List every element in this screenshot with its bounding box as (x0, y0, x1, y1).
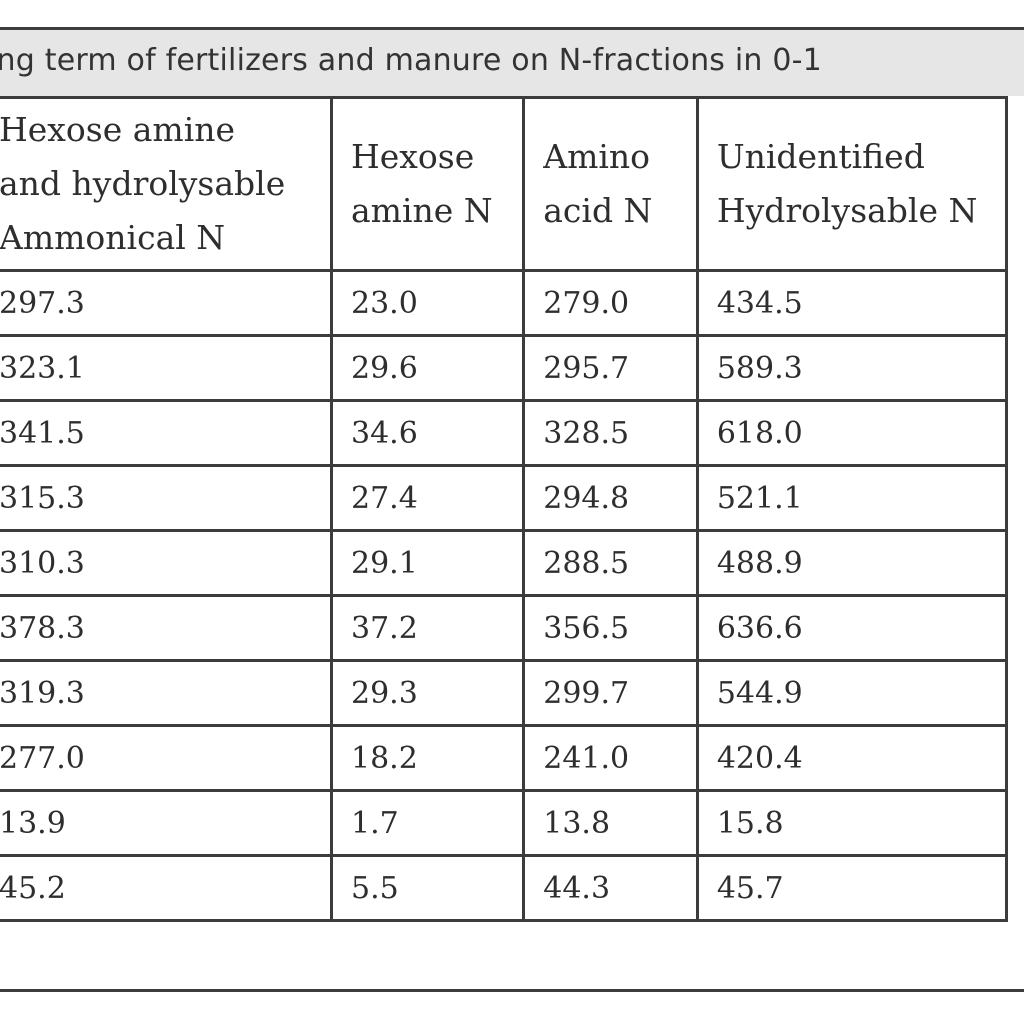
top-rule (0, 27, 1024, 30)
cell-unidentified: 420.4 (695, 724, 1009, 792)
table-caption: ong term of fertilizers and manure on N-… (0, 43, 822, 78)
cell-amino-acid: 279.0 (522, 269, 699, 337)
cell-hexose-ammonical: 45.2 (0, 854, 333, 922)
cell-hexose-amine: 5.5 (329, 854, 526, 922)
cell-hexose-amine: 18.2 (329, 724, 526, 792)
cell-hexose-ammonical: 319.3 (0, 659, 333, 727)
cell-hexose-ammonical: 13.9 (0, 789, 333, 857)
column-header-unidentified-hydrolysable-n: Unidentified Hydrolysable N (695, 96, 1009, 272)
header-text: Hexose amine and hydrolysable Ammonical N (0, 110, 286, 257)
cell-hexose-ammonical: 378.3 (0, 594, 333, 662)
cell-amino-acid: 288.5 (522, 529, 699, 597)
cell-unidentified: 521.1 (695, 464, 1009, 532)
cell-amino-acid: 356.5 (522, 594, 699, 662)
cell-unidentified: 544.9 (695, 659, 1009, 727)
table-viewport: Hexose amine and hydrolysable Ammonical N … (0, 96, 1024, 928)
table-row: 319.3 29.3 299.7 544.9 (0, 659, 1009, 727)
table-row: 315.3 27.4 294.8 521.1 (0, 464, 1009, 532)
cell-unidentified: 636.6 (695, 594, 1009, 662)
cell-hexose-ammonical: 310.3 (0, 529, 333, 597)
cell-hexose-ammonical: 277.0 (0, 724, 333, 792)
cell-unidentified: 15.8 (695, 789, 1009, 857)
header-text: Amino acid N (543, 137, 653, 230)
table-row: 310.3 29.1 288.5 488.9 (0, 529, 1009, 597)
table-row: 13.9 1.7 13.8 15.8 (0, 789, 1009, 857)
cell-hexose-amine: 29.3 (329, 659, 526, 727)
n-fractions-table: Hexose amine and hydrolysable Ammonical N … (0, 96, 1009, 922)
column-header-amino-acid-n: Amino acid N (522, 96, 699, 272)
table-caption-band: ong term of fertilizers and manure on N-… (0, 30, 1024, 96)
cell-unidentified: 45.7 (695, 854, 1009, 922)
cell-amino-acid: 13.8 (522, 789, 699, 857)
cell-amino-acid: 44.3 (522, 854, 699, 922)
cell-hexose-amine: 29.1 (329, 529, 526, 597)
cell-unidentified: 589.3 (695, 334, 1009, 402)
cell-hexose-amine: 23.0 (329, 269, 526, 337)
cell-hexose-amine: 34.6 (329, 399, 526, 467)
cell-amino-acid: 299.7 (522, 659, 699, 727)
column-header-hexose-amine-hydrolysable-ammonical-n: Hexose amine and hydrolysable Ammonical N (0, 96, 333, 272)
cell-unidentified: 488.9 (695, 529, 1009, 597)
table-row: 323.1 29.6 295.7 589.3 (0, 334, 1009, 402)
table-row: 277.0 18.2 241.0 420.4 (0, 724, 1009, 792)
header-text: Unidentified Hydrolysable N (716, 137, 978, 230)
table-row: 341.5 34.6 328.5 618.0 (0, 399, 1009, 467)
cell-hexose-ammonical: 315.3 (0, 464, 333, 532)
cell-unidentified: 434.5 (695, 269, 1009, 337)
bottom-rule (0, 989, 1024, 992)
table-row: 45.2 5.5 44.3 45.7 (0, 854, 1009, 922)
cell-hexose-amine: 29.6 (329, 334, 526, 402)
cell-hexose-ammonical: 297.3 (0, 269, 333, 337)
cell-amino-acid: 295.7 (522, 334, 699, 402)
cell-hexose-amine: 1.7 (329, 789, 526, 857)
column-header-hexose-amine-n: Hexose amine N (329, 96, 526, 272)
cell-hexose-ammonical: 341.5 (0, 399, 333, 467)
cell-hexose-amine: 37.2 (329, 594, 526, 662)
cell-amino-acid: 241.0 (522, 724, 699, 792)
table-row: 297.3 23.0 279.0 434.5 (0, 269, 1009, 337)
cell-hexose-amine: 27.4 (329, 464, 526, 532)
table-row: 378.3 37.2 356.5 636.6 (0, 594, 1009, 662)
header-text: Hexose amine N (351, 137, 493, 230)
cell-unidentified: 618.0 (695, 399, 1009, 467)
header-row: Hexose amine and hydrolysable Ammonical N … (0, 96, 1009, 272)
cell-amino-acid: 294.8 (522, 464, 699, 532)
cell-hexose-ammonical: 323.1 (0, 334, 333, 402)
cell-amino-acid: 328.5 (522, 399, 699, 467)
